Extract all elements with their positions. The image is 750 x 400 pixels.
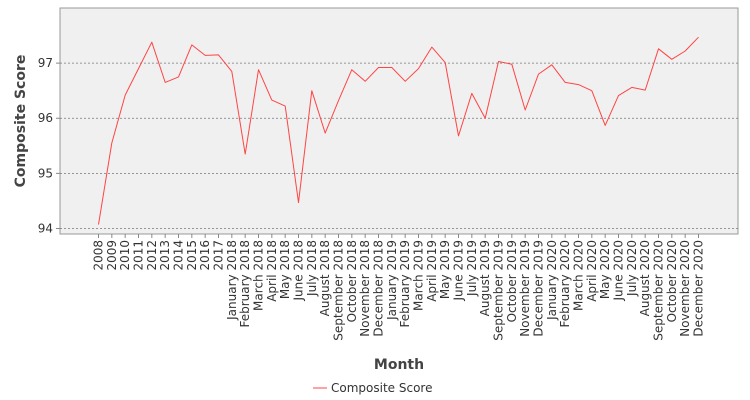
x-tick-label: May 2020 [598, 240, 612, 299]
y-axis-ticks: 94 95 96 97 [38, 56, 60, 235]
x-tick-label: October 2020 [665, 240, 679, 322]
x-tick-label: 2014 [172, 240, 186, 271]
x-tick-label: February 2018 [238, 240, 252, 328]
y-tick-label: 96 [38, 111, 53, 125]
x-tick-label: April 2020 [585, 240, 599, 302]
x-tick-label: 2012 [145, 240, 159, 271]
x-tick-label: March 2019 [412, 240, 426, 311]
x-tick-label: 2015 [185, 240, 199, 271]
x-tick-label: August 2018 [318, 240, 332, 316]
x-tick-label: 2017 [212, 240, 226, 271]
x-tick-label: September 2018 [332, 240, 346, 341]
x-tick-label: 2011 [132, 240, 146, 271]
gridlines [60, 62, 738, 229]
x-tick-label: December 2018 [372, 240, 386, 337]
x-tick-label: May 2018 [278, 240, 292, 299]
x-tick-label: January 2018 [225, 240, 239, 321]
x-tick-label: August 2019 [478, 240, 492, 316]
x-tick-label: November 2020 [678, 240, 692, 337]
x-tick-label: February 2019 [398, 240, 412, 328]
x-tick-label: January 2020 [545, 240, 559, 321]
x-tick-label: October 2018 [345, 240, 359, 322]
x-tick-label: September 2020 [652, 240, 666, 341]
x-tick-label: 2009 [105, 240, 119, 271]
x-tick-label: May 2019 [438, 240, 452, 299]
x-tick-label: February 2020 [558, 240, 572, 328]
x-tick-label: October 2019 [505, 240, 519, 322]
series-line [98, 36, 699, 225]
x-axis-ticks: 2008 2009 2010 2011 2012 2013 2014 2015 2016 2017… [92, 234, 706, 341]
x-tick-label: March 2020 [572, 240, 586, 311]
series-lines [98, 36, 699, 225]
x-tick-label: June 2018 [292, 240, 306, 302]
x-tick-label: June 2020 [612, 240, 626, 302]
y-tick-label: 95 [38, 166, 53, 180]
x-axis-title: Month [374, 357, 424, 373]
x-tick-label: November 2018 [358, 240, 372, 337]
x-tick-label: July 2019 [465, 240, 479, 297]
x-tick-label: November 2019 [518, 240, 532, 337]
x-tick-label: July 2020 [625, 240, 639, 297]
y-tick-label: 97 [38, 56, 53, 70]
x-tick-label: 2013 [158, 240, 172, 271]
x-tick-label: December 2019 [532, 240, 546, 337]
plot-area [59, 7, 739, 235]
x-tick-label: January 2019 [385, 240, 399, 321]
x-tick-label: August 2020 [638, 240, 652, 316]
x-tick-label: April 2019 [425, 240, 439, 302]
x-tick-label: September 2019 [492, 240, 506, 341]
x-tick-label: April 2018 [265, 240, 279, 302]
y-tick-label: 94 [38, 221, 53, 235]
x-tick-label: 2008 [92, 240, 106, 271]
x-tick-label: December 2020 [692, 240, 706, 337]
x-tick-label: 2010 [118, 240, 132, 271]
x-tick-label: June 2019 [452, 240, 466, 302]
y-axis-title: Composite Score [13, 55, 29, 188]
x-tick-label: 2016 [198, 240, 212, 271]
x-tick-label: July 2018 [305, 240, 319, 297]
x-tick-label: March 2018 [252, 240, 266, 311]
legend-label: Composite Score [331, 381, 432, 395]
legend: Composite Score [313, 381, 432, 395]
